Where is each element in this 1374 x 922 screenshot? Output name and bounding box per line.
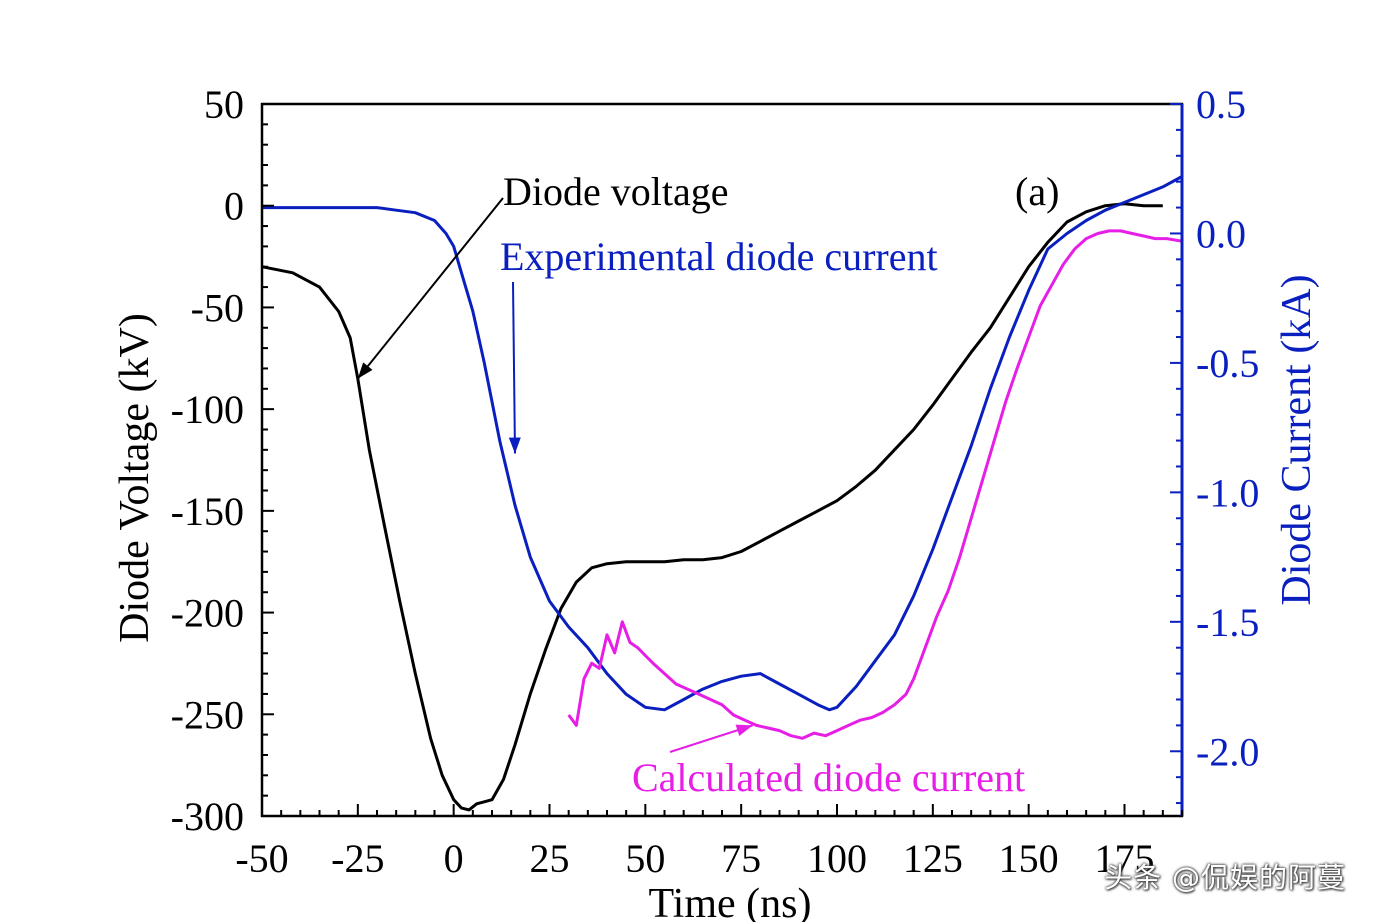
y-axis-right-title: Diode Current (kA) (1274, 274, 1320, 605)
arrow-experimental-current-head (508, 437, 521, 454)
x-tick-label: 125 (903, 836, 963, 881)
watermark: 头条 @侃娱的阿蔓 (1104, 861, 1346, 894)
x-tick-label: 50 (625, 836, 665, 881)
annotation-experimental-current: Experimental diode current (500, 234, 938, 279)
y-left-tick-label: -50 (191, 285, 244, 330)
y-left-tick-label: -200 (171, 591, 244, 636)
y-right-tick-label: -0.5 (1196, 341, 1259, 386)
y-right-tick-label: -1.5 (1196, 600, 1259, 645)
y-right-tick-label: 0.5 (1196, 82, 1246, 127)
diode-voltage-line (261, 202, 1163, 812)
x-tick-label: 75 (721, 836, 761, 881)
panel-label: (a) (1015, 169, 1059, 214)
series-layer (261, 175, 1183, 812)
x-tick-label: 0 (444, 836, 464, 881)
arrow-diode-voltage (357, 197, 504, 380)
arrow-diode-voltage-head (357, 362, 373, 379)
y-left-tick-label: 0 (224, 184, 244, 229)
y-left-tick-label: -100 (171, 387, 244, 432)
arrow-diode-voltage-shaft (357, 197, 504, 380)
y-right-tick-label: -2.0 (1196, 729, 1259, 774)
y-left-tick-label: -150 (171, 489, 244, 534)
x-tick-label: 25 (530, 836, 570, 881)
y-right-tick-label: 0.0 (1196, 211, 1246, 256)
x-tick-label: 100 (807, 836, 867, 881)
x-tick-label: 175 (1095, 836, 1155, 881)
ticks-layer: -50 -25 0 25 50 75 100 125 150 175500-50-100-150-… (171, 82, 1260, 881)
y-axis-left-title: Diode Voltage (kV) (112, 313, 158, 643)
y-left-tick-label: -250 (171, 692, 244, 737)
y-left-tick-label: 50 (204, 82, 244, 127)
arrow-calculated-current (669, 724, 753, 753)
experimental-current-line (262, 175, 1183, 712)
x-tick-label: 150 (999, 836, 1059, 881)
arrow-experimental-current (508, 281, 521, 454)
arrow-experimental-current-shaft (512, 281, 516, 454)
arrow-calculated-current-head (735, 724, 753, 736)
y-left-tick-label: -300 (171, 794, 244, 839)
x-tick-label: -50 (235, 836, 288, 881)
annotation-arrows (357, 197, 753, 753)
x-tick-label: -25 (331, 836, 384, 881)
annotation-diode-voltage: Diode voltage (503, 169, 729, 214)
calculated-current-line (567, 229, 1183, 740)
x-axis-title: Time (ns) (649, 881, 812, 922)
y-right-tick-label: -1.0 (1196, 470, 1259, 515)
annotation-calculated-current: Calculated diode current (632, 755, 1025, 800)
